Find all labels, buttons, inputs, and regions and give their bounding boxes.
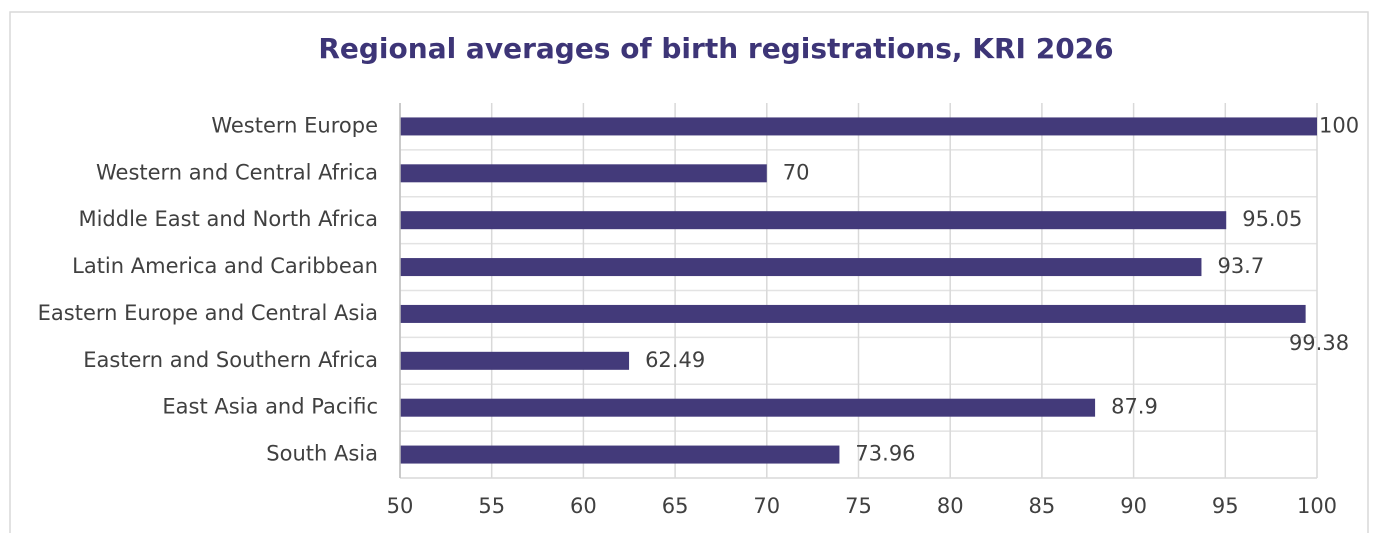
y-tick-label: South Asia [266, 442, 378, 466]
x-tick-label: 60 [570, 494, 597, 518]
y-tick-label: Western Europe [211, 113, 378, 137]
data-label: 99.38 [1289, 331, 1349, 355]
x-tick-label: 75 [845, 494, 872, 518]
x-tick-label: 90 [1120, 494, 1147, 518]
x-tick-label: 55 [478, 494, 505, 518]
bar [400, 351, 630, 370]
data-label: 100 [1319, 113, 1359, 137]
x-tick-label: 95 [1212, 494, 1239, 518]
y-tick-label: Western and Central Africa [96, 160, 378, 184]
bar [400, 304, 1306, 323]
x-tick-label: 80 [937, 494, 964, 518]
data-label: 95.05 [1242, 207, 1302, 231]
x-tick-label: 70 [753, 494, 780, 518]
y-tick-label: Eastern Europe and Central Asia [38, 301, 378, 325]
x-tick-label: 85 [1029, 494, 1056, 518]
x-tick-label: 65 [662, 494, 689, 518]
bar [400, 117, 1317, 136]
bar [400, 164, 767, 183]
y-tick-label: Eastern and Southern Africa [83, 348, 378, 372]
y-tick-label: East Asia and Pacific [162, 395, 378, 419]
x-tick-label: 50 [387, 494, 414, 518]
bar [400, 398, 1096, 417]
bar [400, 258, 1202, 277]
x-tick-label: 100 [1297, 494, 1337, 518]
chart-title: Regional averages of birth registrations… [318, 32, 1113, 65]
data-label: 70 [783, 160, 810, 184]
bar [400, 211, 1227, 230]
data-label: 87.9 [1111, 395, 1158, 419]
data-label: 62.49 [645, 348, 705, 372]
y-tick-label: Latin America and Caribbean [72, 254, 378, 278]
bar [400, 445, 840, 464]
data-label: 93.7 [1217, 254, 1264, 278]
y-tick-label: Middle East and North Africa [78, 207, 378, 231]
data-label: 73.96 [855, 442, 915, 466]
